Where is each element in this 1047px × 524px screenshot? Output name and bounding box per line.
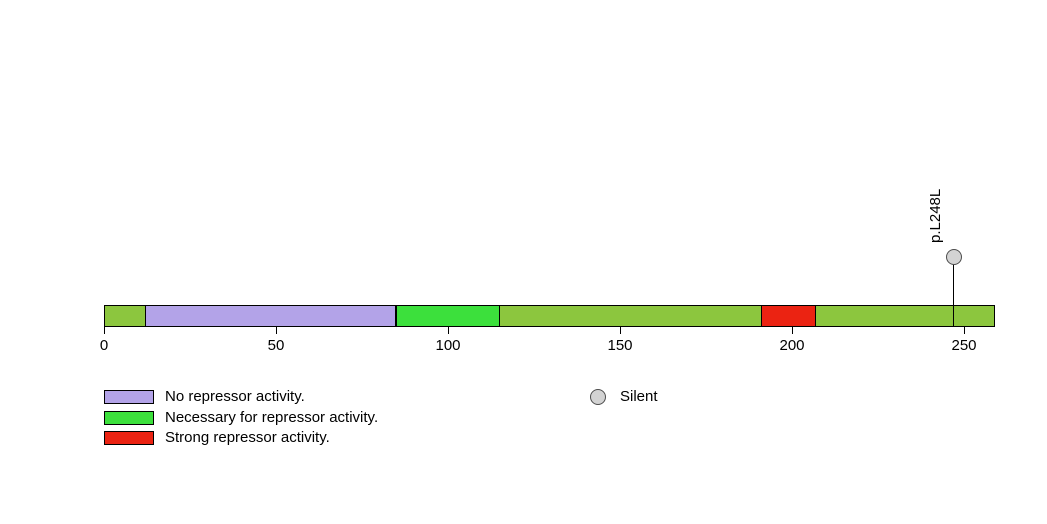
axis-tick-mark [964,327,965,334]
domain-region-3 [761,305,817,327]
axis-tick-mark [792,327,793,334]
axis-tick-label: 50 [267,337,285,354]
legend-label: No repressor activity. [165,388,305,405]
legend-label: Strong repressor activity. [165,429,330,446]
axis-tick-label: 150 [607,337,633,354]
legend-swatch-1 [104,390,154,404]
legend-label: Necessary for repressor activity. [165,408,379,426]
axis-tick-mark [276,327,277,334]
legend-silent-circle [590,389,606,405]
legend-swatch-2 [104,410,154,425]
mutation-circle [945,249,962,265]
axis-tick-label: 200 [779,337,805,354]
mutation-label: p.L248L [926,188,944,243]
domain-region-1 [145,305,397,327]
axis-tick-label: 100 [435,337,461,354]
axis-tick-label: 250 [951,337,977,354]
legend-swatch-3 [104,431,154,445]
legend-silent-label: Silent [620,388,658,405]
lollipop-stick [953,258,955,327]
axis-tick-mark [104,327,105,334]
axis-tick-mark [448,327,449,334]
domain-region-2 [396,305,500,327]
axis-tick-mark [620,327,621,334]
axis-tick-label: 0 [99,337,109,354]
